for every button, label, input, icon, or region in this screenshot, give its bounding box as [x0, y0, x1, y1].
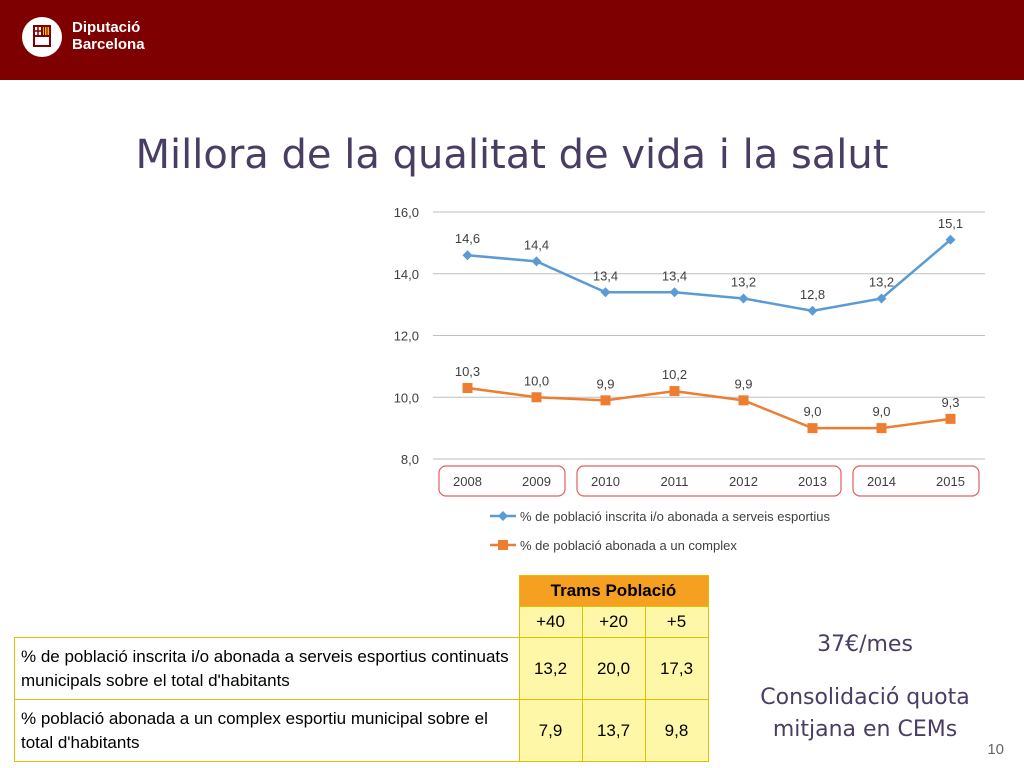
data-label: 14,6 — [455, 231, 480, 246]
data-point — [738, 395, 749, 406]
x-tick-label: 2015 — [936, 474, 965, 489]
x-tick-label: 2010 — [591, 474, 620, 489]
value-cell: 13,2 — [518, 637, 583, 700]
data-point — [600, 287, 611, 298]
legend-marker — [498, 540, 508, 550]
legend-label: % de població abonada a un complex — [520, 538, 737, 553]
population-table: Trams Població +40 +20 +5 % de població … — [14, 575, 709, 762]
data-point — [876, 293, 887, 304]
y-tick-label: 14,0 — [394, 267, 419, 282]
value-cell: 7,9 — [518, 699, 583, 762]
y-tick-label: 8,0 — [401, 452, 419, 467]
legend-label: % de població inscrita i/o abonada a ser… — [520, 509, 831, 524]
x-tick-label: 2009 — [522, 474, 551, 489]
data-point — [669, 386, 680, 397]
table-row: % població abonada a un complex esportiu… — [14, 699, 709, 762]
blank-cell — [15, 607, 520, 638]
data-label: 9,9 — [734, 376, 752, 391]
series-line — [467, 386, 951, 430]
category-group-box — [852, 465, 980, 497]
category-group-box — [438, 465, 566, 497]
row-label: % població abonada a un complex esportiu… — [14, 699, 520, 762]
data-label: 12,8 — [800, 287, 825, 302]
brand-line-1: Diputació — [72, 19, 141, 36]
x-tick-label: 2008 — [453, 474, 482, 489]
value-cell: 17,3 — [644, 637, 709, 700]
row-label: % de població inscrita i/o abonada a ser… — [14, 637, 520, 700]
data-point — [531, 392, 542, 403]
table-header: Trams Població — [518, 575, 709, 607]
price-text: 37€/mes — [817, 632, 913, 657]
data-point — [807, 423, 818, 434]
x-tick-label: 2012 — [729, 474, 758, 489]
data-label: 13,2 — [731, 274, 756, 289]
coat-of-arms-icon — [33, 25, 51, 47]
data-point — [462, 250, 473, 261]
data-point — [945, 234, 956, 245]
value-cell: 13,7 — [581, 699, 646, 762]
data-label: 13,4 — [662, 268, 687, 283]
data-label: 9,0 — [872, 404, 890, 419]
y-tick-label: 16,0 — [394, 205, 419, 220]
table-row: % de població inscrita i/o abonada a ser… — [14, 637, 709, 700]
data-point — [600, 395, 611, 406]
brand-name: Diputació Barcelona — [72, 19, 145, 53]
data-label: 10,2 — [662, 367, 687, 382]
value-cell: 20,0 — [581, 637, 646, 700]
data-label: 15,1 — [938, 216, 963, 231]
line-chart: 8,0 10,0 12,0 14,0 16,0 2008 2009 2010 2011 2012 2… — [394, 205, 985, 553]
subheader-cell: +40 — [518, 606, 583, 638]
data-point — [876, 423, 887, 434]
data-label: 14,4 — [524, 237, 549, 252]
data-point — [669, 287, 680, 298]
x-tick-label: 2014 — [867, 474, 896, 489]
data-label: 10,0 — [524, 373, 549, 388]
subheader-cell: +20 — [581, 606, 646, 638]
data-point — [945, 413, 956, 424]
data-label: 9,9 — [596, 376, 614, 391]
data-label: 13,4 — [593, 268, 618, 283]
series-line — [467, 238, 952, 313]
data-point — [738, 293, 749, 304]
page-number: 10 — [987, 741, 1004, 758]
category-group-box — [576, 465, 842, 497]
blank-cell — [15, 576, 520, 607]
data-point — [531, 256, 542, 267]
note-text: Consolidació quota mitjana en CEMs — [760, 685, 970, 742]
x-tick-label: 2013 — [798, 474, 827, 489]
value-cell: 9,8 — [644, 699, 709, 762]
brand-line-2: Barcelona — [72, 36, 145, 53]
y-tick-label: 10,0 — [394, 390, 419, 405]
data-label: 10,3 — [455, 364, 480, 379]
data-point — [462, 382, 473, 393]
subheader-cell: +5 — [644, 606, 709, 638]
x-tick-label: 2011 — [661, 474, 689, 489]
data-point — [807, 305, 818, 316]
top-bar: Diputació Barcelona — [0, 0, 1024, 80]
data-label: 9,3 — [941, 395, 959, 410]
y-tick-label: 12,0 — [394, 329, 419, 344]
legend-marker — [498, 511, 508, 521]
logo-icon — [22, 17, 62, 57]
data-label: 13,2 — [869, 274, 894, 289]
page-title: Millora de la qualitat de vida i la salu… — [135, 132, 889, 178]
data-label: 9,0 — [803, 404, 821, 419]
